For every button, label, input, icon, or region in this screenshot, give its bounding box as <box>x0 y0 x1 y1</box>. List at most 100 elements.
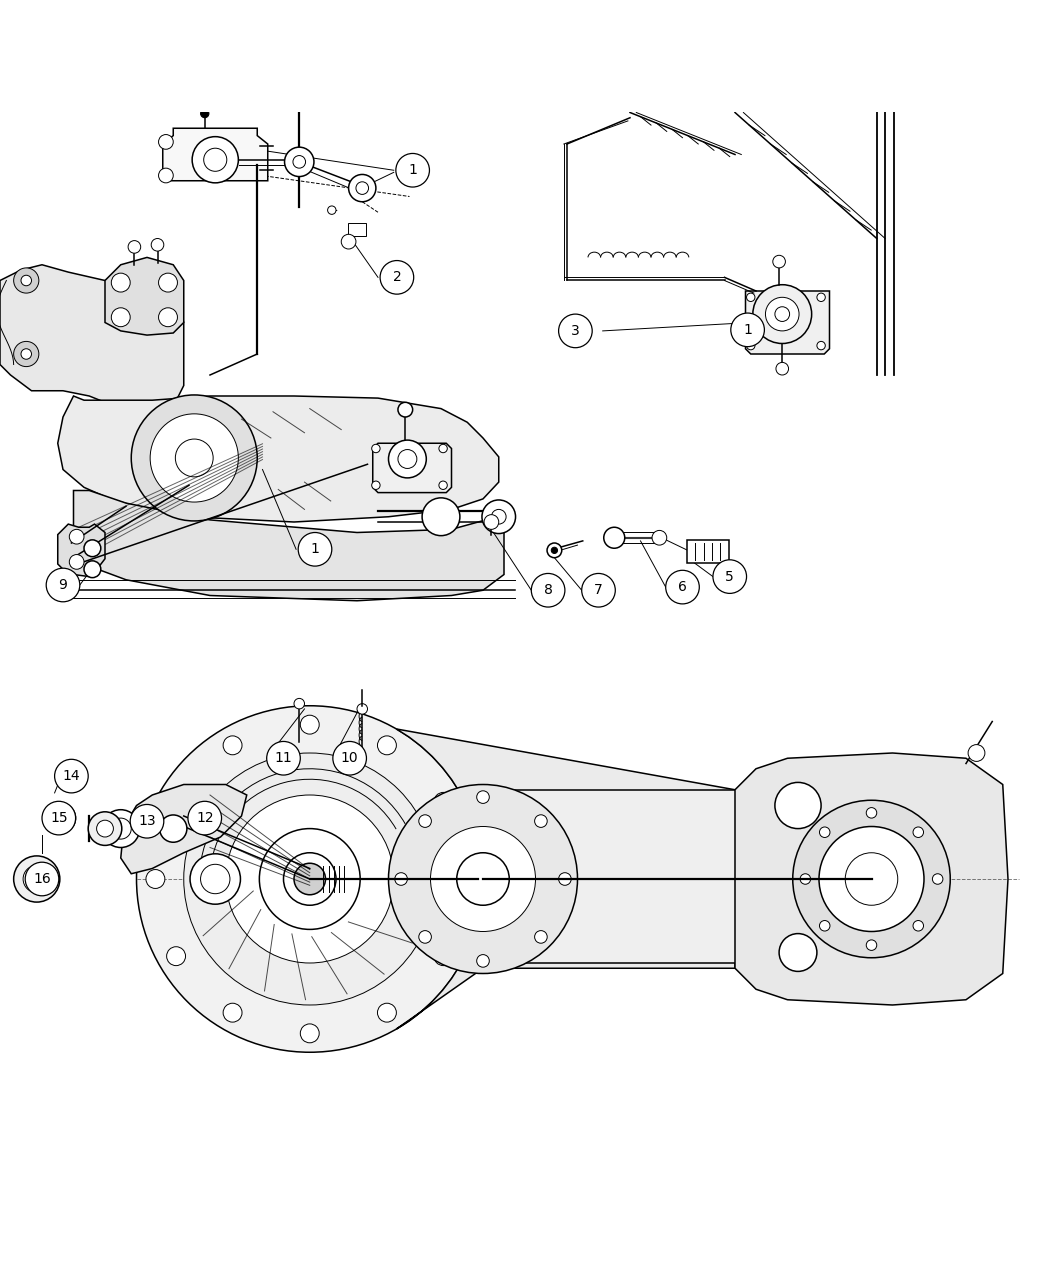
Circle shape <box>23 866 50 892</box>
Circle shape <box>333 742 366 775</box>
Circle shape <box>559 314 592 348</box>
Circle shape <box>259 829 360 929</box>
Circle shape <box>559 872 571 885</box>
Circle shape <box>753 284 812 343</box>
Circle shape <box>21 275 32 286</box>
Circle shape <box>372 481 380 490</box>
Circle shape <box>491 510 506 524</box>
Circle shape <box>293 156 306 168</box>
Circle shape <box>731 314 764 347</box>
Circle shape <box>652 530 667 546</box>
Polygon shape <box>105 258 184 335</box>
Circle shape <box>131 395 257 521</box>
Circle shape <box>388 440 426 478</box>
Circle shape <box>582 574 615 607</box>
Text: 9: 9 <box>59 578 67 592</box>
Polygon shape <box>373 444 452 492</box>
Circle shape <box>55 760 88 793</box>
Circle shape <box>395 872 407 885</box>
Text: 8: 8 <box>544 583 552 597</box>
Polygon shape <box>58 524 105 576</box>
Circle shape <box>294 699 304 709</box>
Polygon shape <box>58 397 499 521</box>
FancyBboxPatch shape <box>348 223 366 236</box>
Text: 10: 10 <box>341 751 358 765</box>
Circle shape <box>300 1024 319 1043</box>
Circle shape <box>102 810 140 848</box>
Text: 6: 6 <box>678 580 687 594</box>
Circle shape <box>775 307 790 321</box>
Circle shape <box>223 1003 242 1023</box>
Polygon shape <box>121 784 247 873</box>
Circle shape <box>419 931 432 944</box>
Text: 13: 13 <box>139 815 155 829</box>
Circle shape <box>779 933 817 972</box>
Circle shape <box>159 135 173 149</box>
Circle shape <box>84 539 101 557</box>
Circle shape <box>14 342 39 367</box>
Text: 16: 16 <box>34 872 50 886</box>
Text: 1: 1 <box>311 542 319 556</box>
Circle shape <box>378 736 397 755</box>
Circle shape <box>267 742 300 775</box>
Circle shape <box>30 872 43 885</box>
Circle shape <box>226 796 394 963</box>
Circle shape <box>713 560 747 593</box>
Circle shape <box>396 153 429 187</box>
Circle shape <box>547 543 562 557</box>
Circle shape <box>398 403 413 417</box>
Circle shape <box>477 955 489 968</box>
Circle shape <box>294 863 325 895</box>
Circle shape <box>457 853 509 905</box>
Circle shape <box>484 515 499 529</box>
Circle shape <box>285 147 314 176</box>
Text: 11: 11 <box>275 751 292 765</box>
Polygon shape <box>735 754 1008 1005</box>
Circle shape <box>534 931 547 944</box>
Text: 2: 2 <box>393 270 401 284</box>
Circle shape <box>477 790 489 803</box>
Circle shape <box>14 268 39 293</box>
Circle shape <box>388 784 578 974</box>
Circle shape <box>534 815 547 827</box>
Circle shape <box>46 569 80 602</box>
Text: 3: 3 <box>571 324 580 338</box>
Circle shape <box>349 175 376 201</box>
Circle shape <box>845 853 898 905</box>
Circle shape <box>817 342 825 349</box>
Circle shape <box>773 255 785 268</box>
Circle shape <box>69 529 84 544</box>
Polygon shape <box>0 265 184 412</box>
Text: 14: 14 <box>63 769 80 783</box>
Circle shape <box>398 450 417 468</box>
Circle shape <box>604 528 625 548</box>
Circle shape <box>765 297 799 332</box>
Circle shape <box>160 815 187 843</box>
Circle shape <box>136 706 483 1052</box>
Circle shape <box>300 715 319 734</box>
Circle shape <box>866 940 877 950</box>
Circle shape <box>184 754 436 1005</box>
Circle shape <box>190 854 240 904</box>
Text: 15: 15 <box>50 811 67 825</box>
Circle shape <box>25 862 59 896</box>
Circle shape <box>747 342 755 349</box>
Circle shape <box>69 555 84 569</box>
Circle shape <box>151 238 164 251</box>
Circle shape <box>819 827 830 838</box>
Circle shape <box>819 826 924 932</box>
Text: 5: 5 <box>726 570 734 584</box>
Text: 1: 1 <box>408 163 417 177</box>
Circle shape <box>128 241 141 254</box>
Circle shape <box>356 182 369 194</box>
Circle shape <box>419 815 432 827</box>
Circle shape <box>800 873 811 885</box>
Circle shape <box>328 207 336 214</box>
Polygon shape <box>478 789 740 963</box>
Circle shape <box>422 497 460 536</box>
Circle shape <box>21 349 32 360</box>
Circle shape <box>482 500 516 533</box>
Circle shape <box>130 805 164 838</box>
Circle shape <box>793 801 950 958</box>
Circle shape <box>223 736 242 755</box>
